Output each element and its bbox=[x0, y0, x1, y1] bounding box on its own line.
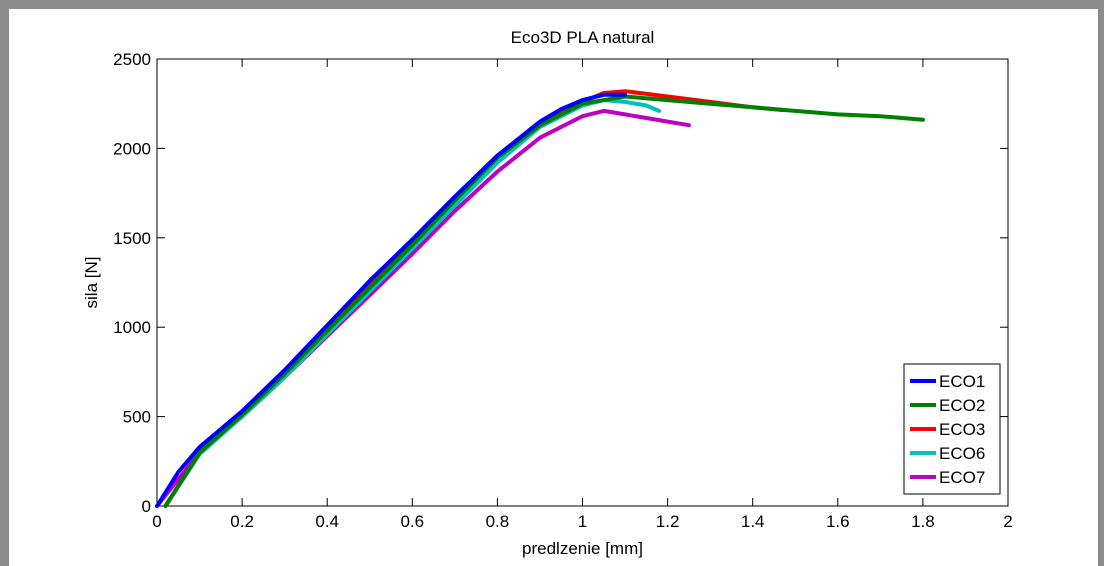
x-tick-label: 0.2 bbox=[230, 512, 254, 531]
y-axis-title: sila [N] bbox=[82, 257, 101, 309]
x-tick-label: 0 bbox=[152, 512, 161, 531]
x-tick-label: 2 bbox=[1003, 512, 1012, 531]
legend-label-eco2: ECO2 bbox=[939, 396, 985, 415]
legend: ECO1 ECO2 ECO3 ECO6 ECO7 bbox=[903, 363, 1001, 495]
y-tick-label: 0 bbox=[142, 497, 151, 516]
y-tick-label: 1000 bbox=[113, 318, 151, 337]
y-tick-label: 2000 bbox=[113, 139, 151, 158]
legend-label-eco1: ECO1 bbox=[939, 372, 985, 391]
chart-title: Eco3D PLA natural bbox=[511, 28, 655, 47]
series-line-eco1 bbox=[155, 92, 627, 508]
x-axis-title: predlzenie [mm] bbox=[522, 539, 643, 558]
x-tick-label: 0.8 bbox=[486, 512, 510, 531]
y-tick-label: 2500 bbox=[113, 50, 151, 69]
x-tick-label: 1.8 bbox=[911, 512, 935, 531]
x-axis-ticks: 0 0.2 0.4 0.6 0.8 1 1.2 1.4 1.6 1.8 2 bbox=[152, 59, 1013, 531]
x-tick-label: 1.6 bbox=[826, 512, 850, 531]
x-tick-label: 1.4 bbox=[741, 512, 765, 531]
x-tick-label: 1 bbox=[578, 512, 587, 531]
y-tick-label: 500 bbox=[123, 408, 151, 427]
series-line-eco2 bbox=[163, 94, 925, 508]
legend-label-eco3: ECO3 bbox=[939, 420, 985, 439]
legend-label-eco6: ECO6 bbox=[939, 444, 985, 463]
x-tick-label: 0.4 bbox=[315, 512, 339, 531]
x-tick-label: 0.6 bbox=[400, 512, 424, 531]
legend-label-eco7: ECO7 bbox=[939, 468, 985, 487]
y-axis-ticks: 0 500 1000 1500 2000 2500 bbox=[113, 50, 1008, 516]
plot-area bbox=[156, 58, 1009, 507]
y-tick-label: 1500 bbox=[113, 229, 151, 248]
series-lines bbox=[155, 89, 925, 508]
x-tick-label: 1.2 bbox=[656, 512, 680, 531]
